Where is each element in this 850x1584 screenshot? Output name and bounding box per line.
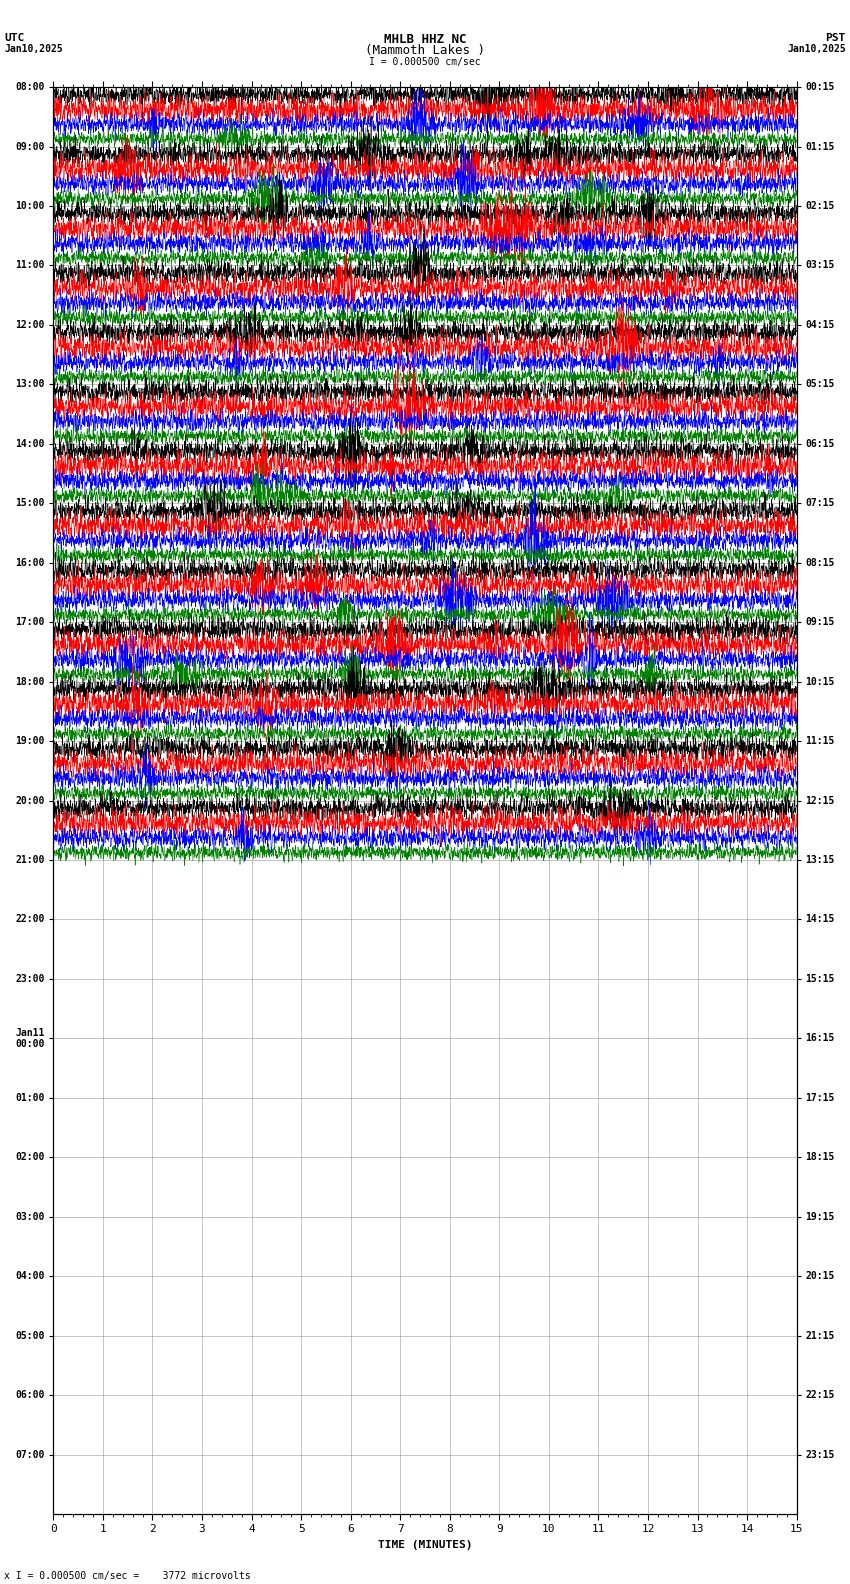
Text: I = 0.000500 cm/sec: I = 0.000500 cm/sec <box>369 57 481 67</box>
Text: UTC: UTC <box>4 33 25 43</box>
X-axis label: TIME (MINUTES): TIME (MINUTES) <box>377 1540 473 1551</box>
Text: x I = 0.000500 cm/sec =    3772 microvolts: x I = 0.000500 cm/sec = 3772 microvolts <box>4 1571 251 1581</box>
Text: MHLB HHZ NC: MHLB HHZ NC <box>383 33 467 46</box>
Text: (Mammoth Lakes ): (Mammoth Lakes ) <box>365 44 485 57</box>
Text: Jan10,2025: Jan10,2025 <box>787 44 846 54</box>
Text: Jan10,2025: Jan10,2025 <box>4 44 63 54</box>
Text: PST: PST <box>825 33 846 43</box>
